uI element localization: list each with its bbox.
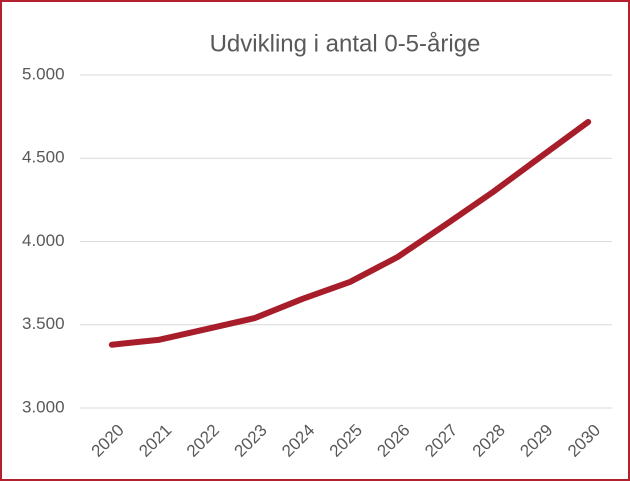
chart-title: Udvikling i antal 0-5-årige <box>210 30 481 57</box>
y-tick-label: 3.000 <box>22 397 65 416</box>
y-tick-label: 5.000 <box>22 64 65 83</box>
y-tick-label: 4.500 <box>22 148 65 167</box>
line <box>108 118 592 348</box>
y-tick-label: 4.000 <box>22 231 65 250</box>
y-tick-label: 3.500 <box>22 314 65 333</box>
